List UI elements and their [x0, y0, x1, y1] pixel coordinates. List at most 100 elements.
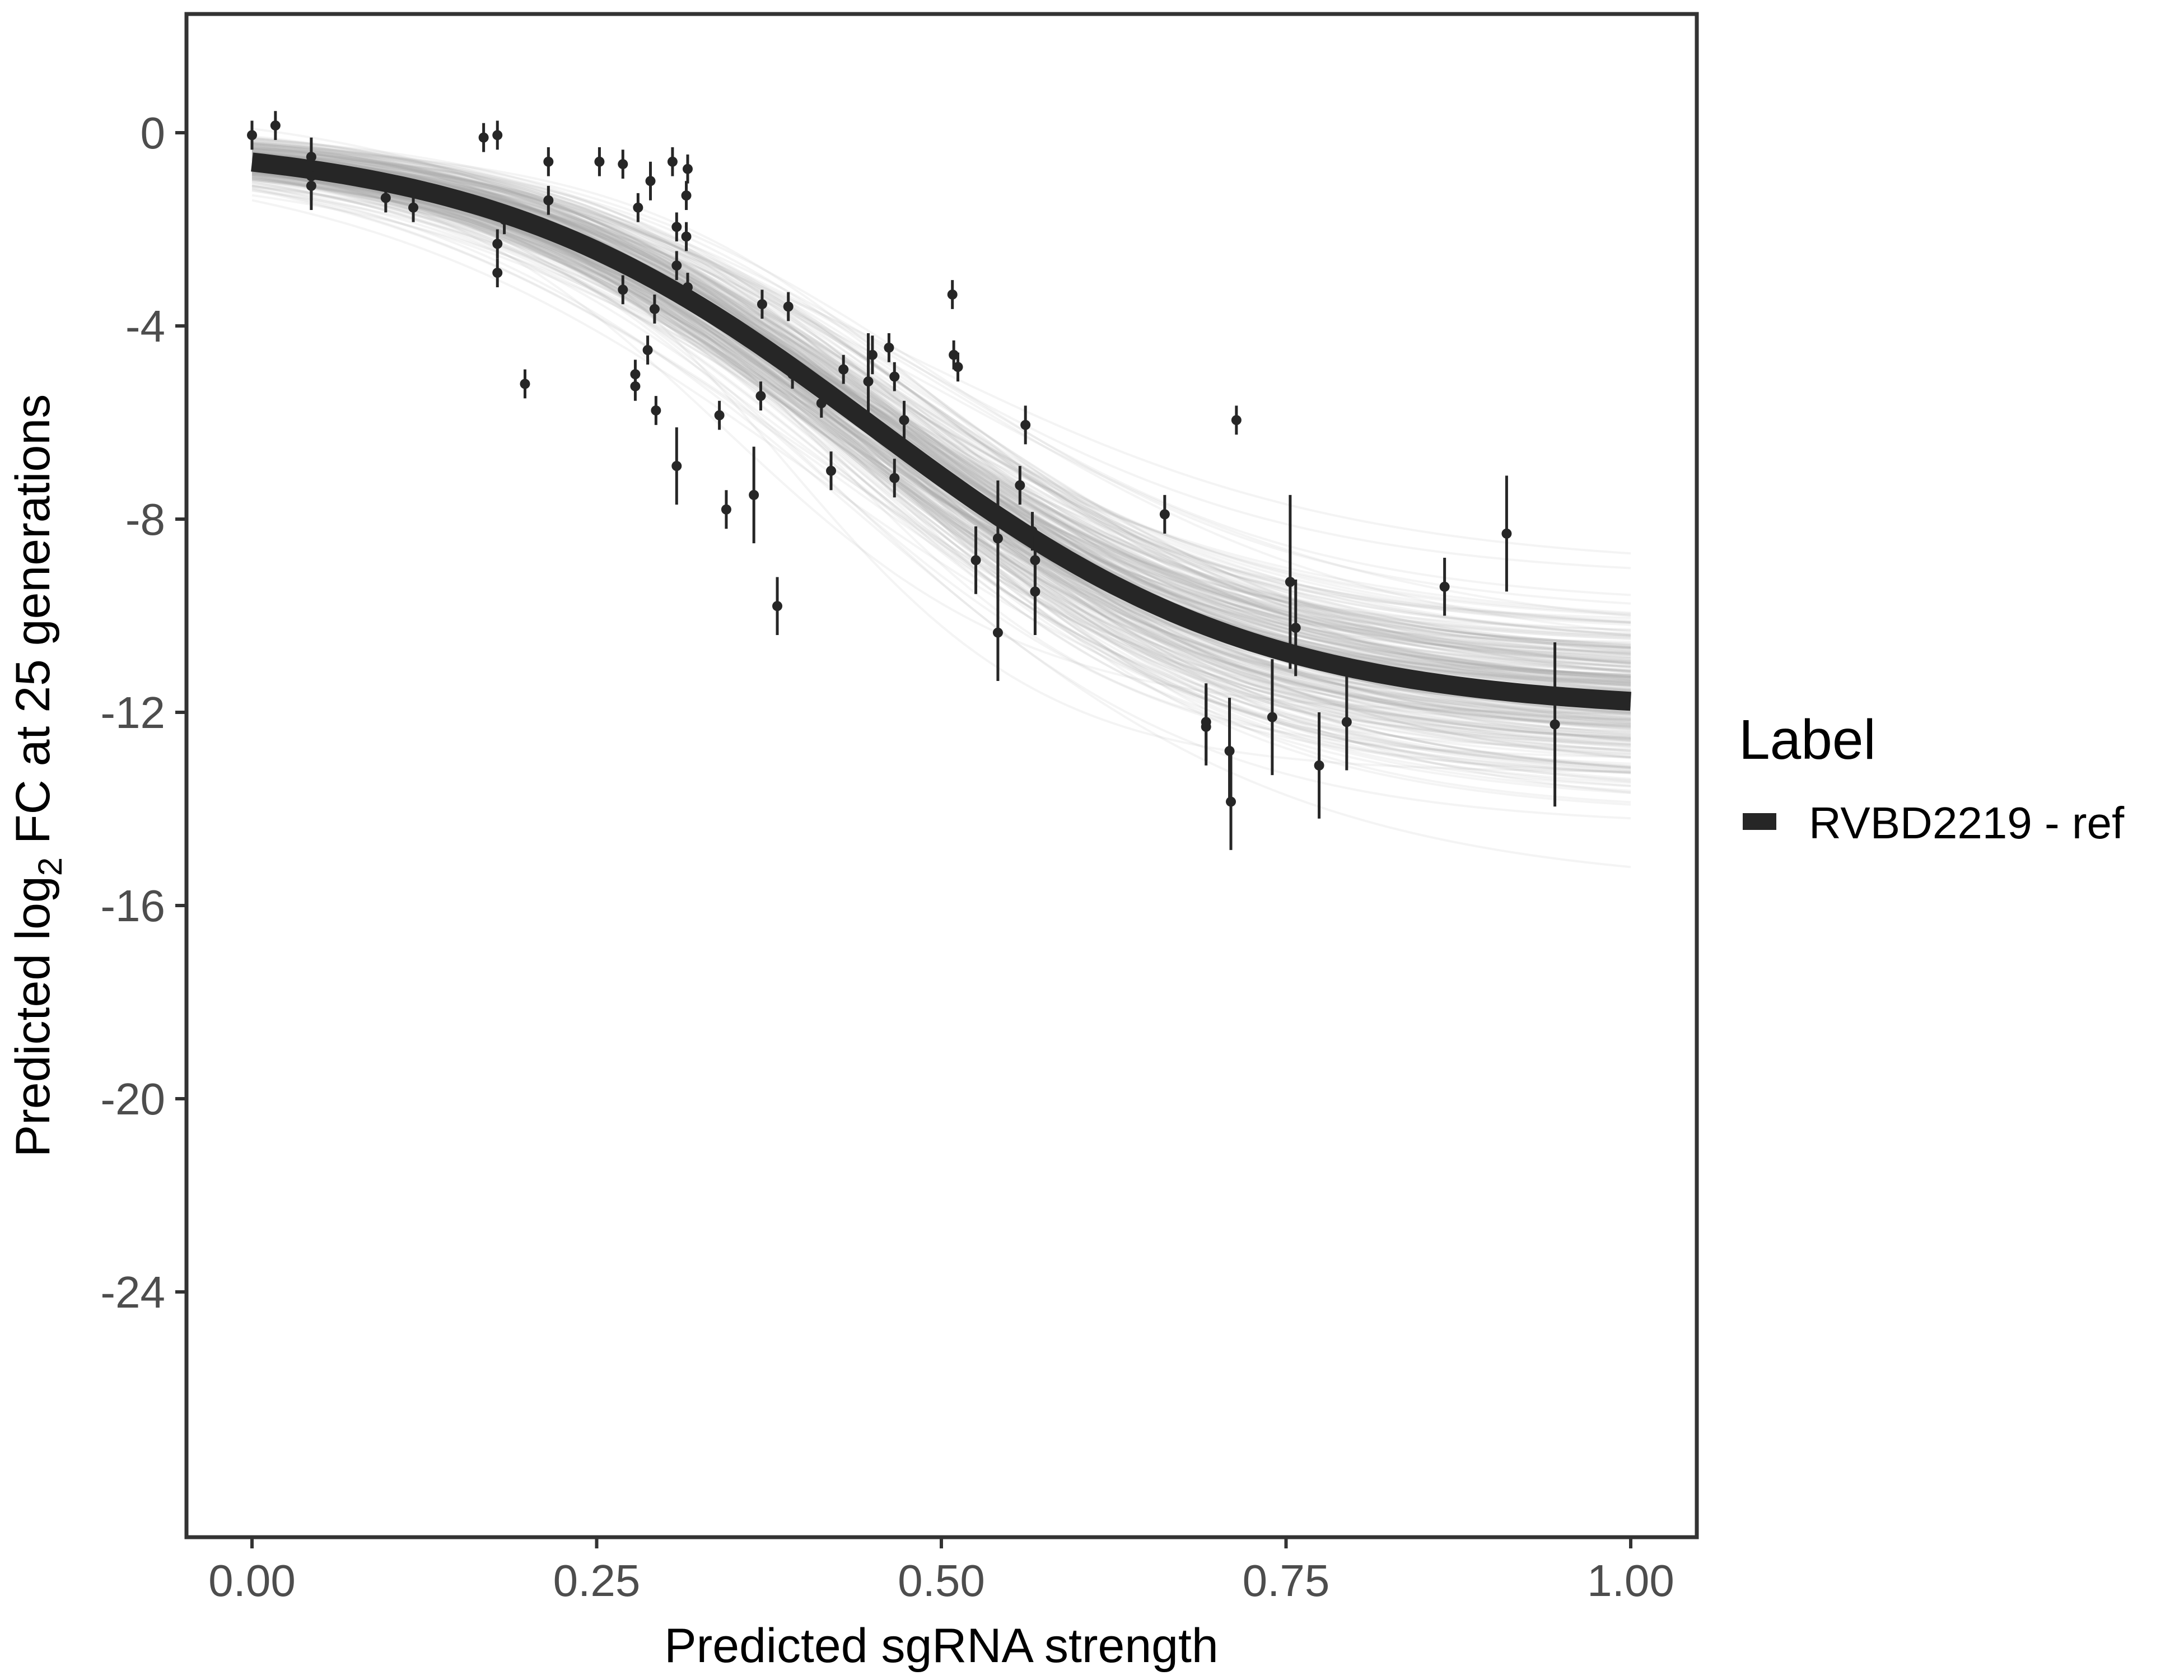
- point-marker: [749, 489, 759, 500]
- x-tick-label: 0.25: [553, 1556, 641, 1606]
- point-marker: [1285, 577, 1295, 587]
- posterior-draw: [251, 179, 1631, 622]
- posterior-draw: [251, 150, 1631, 637]
- data-point: [867, 335, 878, 375]
- posterior-draw: [251, 142, 1631, 605]
- legend: Label RVBD2219 - ref: [1739, 708, 2125, 848]
- y-tick-label: -4: [125, 301, 165, 351]
- posterior-draw: [251, 170, 1631, 730]
- posterior-draw: [251, 156, 1631, 617]
- posterior-draw: [251, 166, 1631, 774]
- posterior-draw: [251, 148, 1631, 738]
- data-point: [889, 362, 900, 391]
- data-point: [478, 123, 489, 152]
- point-marker: [826, 465, 837, 476]
- posterior-draw: [251, 152, 1631, 570]
- data-point: [492, 258, 503, 287]
- posterior-draw: [251, 151, 1631, 647]
- posterior-draw: [251, 152, 1631, 626]
- posterior-draw: [251, 154, 1631, 671]
- data-point: [1027, 512, 1038, 551]
- point-marker: [651, 405, 661, 416]
- data-point: [633, 193, 643, 222]
- posterior-draw: [251, 178, 1631, 794]
- data-point: [953, 352, 963, 382]
- data-point: [682, 273, 693, 302]
- posterior-draw: [251, 139, 1631, 774]
- posterior-draw: [251, 164, 1631, 773]
- posterior-draw: [251, 157, 1631, 617]
- point-marker: [667, 156, 678, 167]
- posterior-draw: [251, 138, 1631, 668]
- posterior-draw: [251, 152, 1631, 656]
- posterior-draw: [251, 145, 1631, 665]
- fit-curve: [251, 152, 1631, 711]
- posterior-draw: [251, 144, 1631, 676]
- posterior-draw: [251, 174, 1631, 736]
- data-point: [1020, 405, 1031, 445]
- point-marker: [1027, 526, 1038, 536]
- x-axis: 0.00 0.25 0.50 0.75 1.00: [208, 1537, 1674, 1606]
- data-point: [671, 427, 682, 505]
- data-point: [270, 111, 281, 140]
- point-marker: [1201, 721, 1211, 732]
- posterior-draw: [251, 172, 1631, 782]
- data-point: [682, 154, 693, 184]
- posterior-draw: [251, 184, 1631, 869]
- point-marker: [1267, 712, 1277, 722]
- data-point: [492, 229, 503, 259]
- posterior-band: [251, 127, 1631, 869]
- posterior-draw: [251, 164, 1631, 727]
- point-marker: [755, 391, 766, 402]
- x-tick-label: 0.75: [1243, 1556, 1330, 1606]
- data-point: [1314, 712, 1324, 819]
- posterior-draw: [251, 153, 1631, 637]
- point-marker: [1030, 586, 1040, 597]
- point-marker: [889, 473, 900, 483]
- posterior-draw: [251, 141, 1631, 669]
- posterior-draw: [251, 157, 1631, 654]
- posterior-draw: [251, 159, 1631, 669]
- posterior-draw: [251, 171, 1631, 756]
- data-point: [1550, 642, 1560, 807]
- posterior-draw: [251, 148, 1631, 720]
- data-point: [757, 290, 767, 319]
- posterior-draw: [251, 161, 1631, 676]
- posterior-draw: [251, 171, 1631, 721]
- posterior-draw: [251, 137, 1631, 655]
- point-marker: [714, 410, 725, 421]
- posterior-draw: [251, 151, 1631, 640]
- data-point: [947, 280, 958, 309]
- point-marker: [1015, 480, 1025, 491]
- data-point: [1231, 405, 1242, 435]
- data-point: [618, 150, 628, 179]
- data-point: [970, 526, 981, 594]
- posterior-draw: [251, 141, 1631, 678]
- posterior-draw: [251, 147, 1631, 685]
- posterior-draw: [251, 146, 1631, 650]
- data-point: [247, 120, 257, 150]
- y-axis-title: Predicted log2 FC at 25 generations: [6, 394, 69, 1157]
- point-marker: [671, 222, 682, 232]
- posterior-draw: [251, 146, 1631, 619]
- point-marker: [783, 301, 794, 312]
- data-point: [1015, 466, 1025, 505]
- posterior-draw: [251, 142, 1631, 649]
- data-point: [889, 459, 900, 498]
- point-marker: [671, 260, 682, 271]
- data-point: [651, 396, 661, 425]
- point-marker: [492, 268, 503, 278]
- posterior-draw: [251, 142, 1631, 787]
- posterior-draw: [251, 141, 1631, 714]
- y-tick-label: -8: [125, 494, 165, 544]
- posterior-draw: [251, 157, 1631, 624]
- data-point: [306, 161, 316, 210]
- data-point: [520, 369, 530, 399]
- data-point: [1226, 753, 1236, 850]
- posterior-draw: [251, 157, 1631, 662]
- point-marker: [1439, 581, 1450, 592]
- point-marker: [953, 362, 963, 372]
- posterior-draw: [251, 148, 1631, 648]
- data-point: [1501, 475, 1512, 592]
- data-point: [380, 183, 391, 213]
